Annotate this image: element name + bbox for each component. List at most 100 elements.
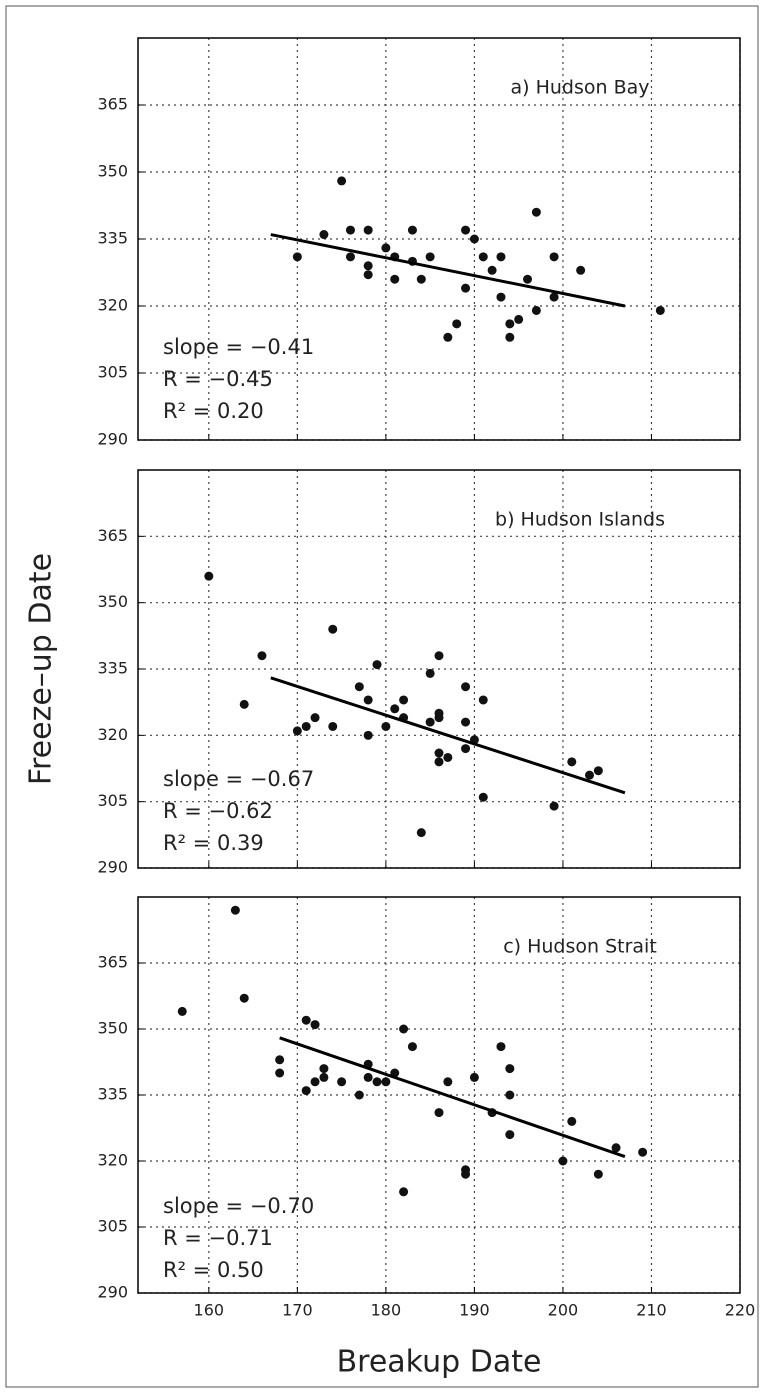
point: [567, 757, 577, 767]
point: [275, 1055, 285, 1065]
point: [638, 1147, 648, 1157]
annotation: slope = −0.67: [163, 767, 314, 791]
x-tick-label: 170: [282, 1301, 313, 1320]
point: [363, 261, 373, 271]
y-tick-label: 320: [97, 725, 128, 744]
point: [407, 225, 417, 235]
point: [354, 1090, 364, 1100]
trend-line: [270, 676, 626, 795]
point: [425, 717, 435, 727]
point: [363, 225, 373, 235]
point: [328, 721, 338, 731]
point: [567, 1116, 577, 1126]
y-tick-label: 305: [97, 363, 128, 382]
y-tick-label: 335: [97, 229, 128, 248]
point: [292, 252, 302, 262]
point: [381, 1077, 391, 1087]
point: [469, 234, 479, 244]
point: [319, 230, 329, 240]
point: [337, 1077, 347, 1087]
point: [372, 660, 382, 670]
point: [531, 305, 541, 315]
annotation: slope = −0.70: [163, 1194, 314, 1218]
x-tick-label: 220: [725, 1301, 756, 1320]
point: [434, 1108, 444, 1118]
point: [496, 1042, 506, 1052]
point: [292, 726, 302, 736]
point: [239, 993, 249, 1003]
point: [399, 1024, 409, 1034]
annotation: R² = 0.39: [163, 831, 264, 855]
point: [407, 1042, 417, 1052]
point: [505, 1090, 515, 1100]
point: [461, 1169, 471, 1179]
y-tick-label: 305: [97, 791, 128, 810]
point: [655, 305, 665, 315]
annotation: R² = 0.50: [163, 1258, 264, 1282]
y-tick-label: 305: [97, 1217, 128, 1236]
y-tick-label: 335: [97, 659, 128, 678]
point: [434, 713, 444, 723]
panel-title: c) Hudson Strait: [503, 936, 657, 958]
point: [381, 243, 391, 253]
y-tick-label: 320: [97, 1151, 128, 1170]
trend-line: [279, 1036, 626, 1159]
y-axis-label: Freeze–up Date: [24, 553, 59, 785]
point: [523, 274, 533, 284]
y-tick-label: 350: [97, 1019, 128, 1038]
point: [301, 1015, 311, 1025]
point: [443, 752, 453, 762]
point: [505, 1064, 515, 1074]
x-tick-label: 210: [636, 1301, 667, 1320]
point: [416, 828, 426, 838]
point: [310, 1020, 320, 1030]
point: [310, 713, 320, 723]
point: [425, 668, 435, 678]
plot-frame: [137, 469, 741, 869]
point: [478, 695, 488, 705]
y-tick-label: 365: [97, 526, 128, 545]
frame: [5, 5, 759, 1388]
point: [478, 252, 488, 262]
point: [363, 730, 373, 740]
point: [593, 1169, 603, 1179]
point: [319, 1064, 329, 1074]
annotation: R = −0.71: [163, 1226, 273, 1250]
x-tick-label: 190: [459, 1301, 490, 1320]
point: [354, 682, 364, 692]
point: [585, 770, 594, 780]
y-tick-label: 290: [97, 858, 128, 877]
trend-line: [270, 233, 626, 308]
point: [319, 1072, 329, 1082]
y-tick-label: 290: [97, 1283, 128, 1302]
point: [345, 225, 355, 235]
point: [434, 651, 444, 661]
point: [443, 1077, 453, 1087]
plot-frame: [137, 896, 741, 1294]
panel-title: a) Hudson Bay: [510, 77, 649, 99]
point: [505, 332, 515, 342]
annotation: R² = 0.20: [163, 399, 264, 423]
point: [363, 1072, 373, 1082]
point: [230, 905, 240, 915]
y-tick-label: 290: [97, 430, 128, 449]
point: [328, 624, 338, 634]
point: [496, 292, 506, 302]
panel-title: b) Hudson Islands: [495, 509, 665, 531]
point: [372, 1077, 382, 1087]
point: [390, 274, 400, 284]
y-tick-label: 335: [97, 1085, 128, 1104]
point: [496, 252, 506, 262]
point: [549, 292, 559, 302]
y-tick-label: 365: [97, 953, 128, 972]
point: [461, 682, 471, 692]
annotation: R = −0.45: [163, 367, 273, 391]
point: [505, 319, 515, 329]
y-tick-label: 350: [97, 162, 128, 181]
point: [177, 1006, 187, 1016]
point: [487, 265, 497, 275]
point: [478, 792, 488, 802]
point: [531, 207, 541, 217]
point: [399, 1187, 409, 1197]
